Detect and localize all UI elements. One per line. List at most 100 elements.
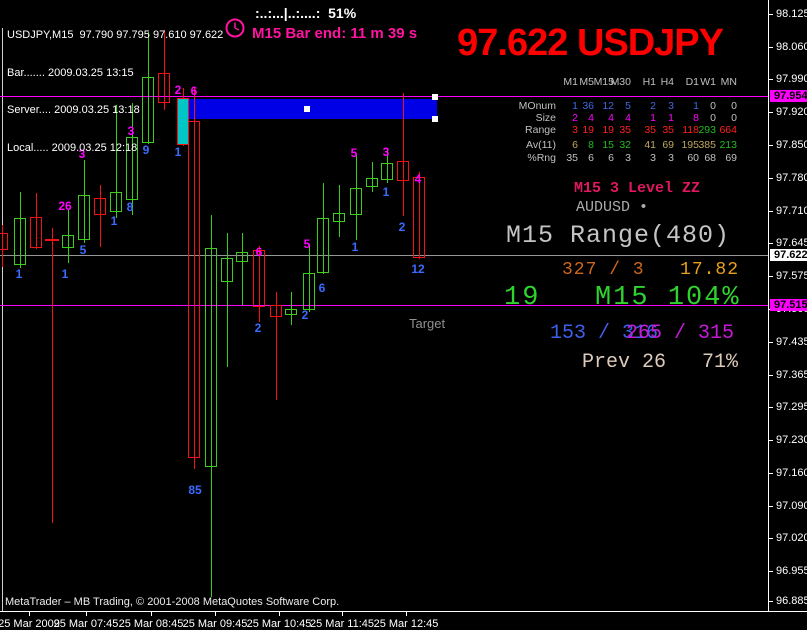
local-time-line: Local..... 2009.03.25 12:18	[7, 141, 138, 154]
rectangle-selection-handle[interactable]	[432, 94, 438, 100]
range-stats-line: 327 / 3 17.82	[562, 260, 739, 280]
price-tick-mark	[769, 375, 773, 376]
matrix-value: 19	[602, 124, 614, 136]
range-percent-line: 19 M15 104%	[504, 283, 741, 313]
matrix-value: 32	[619, 139, 631, 151]
price-tick-label: 97.365	[776, 369, 807, 381]
candle-body	[366, 178, 378, 187]
price-tick-label: 97.020	[776, 532, 807, 544]
candle-wick	[259, 246, 260, 322]
matrix-value: 4	[588, 112, 594, 124]
vertical-line-object	[52, 228, 53, 523]
time-tick-label: 25 Mar 09:45	[182, 618, 248, 630]
price-level-badge: 97.515	[770, 299, 807, 311]
candle-body	[30, 217, 42, 248]
candle-count-label: 3	[78, 147, 86, 161]
matrix-column-header: H4	[660, 76, 674, 88]
matrix-value: 8	[693, 112, 699, 124]
price-tick-label: 96.885	[776, 595, 807, 607]
price-tick-label: 97.230	[776, 434, 807, 446]
chart-area[interactable]: 1 26 1 3 5 1 3 8 9 2 1 6 85 6 2 5 2 6 5 1 3 1 2 4 12 USDJPY,M15 …	[0, 0, 768, 611]
candle-body	[333, 213, 345, 222]
candle-count-label: 8	[126, 200, 134, 214]
matrix-row-label: Av(11)	[526, 139, 556, 151]
candle-body	[94, 198, 106, 215]
candle-wick	[100, 185, 101, 247]
candle-body	[413, 177, 425, 258]
rectangle-selection-handle[interactable]	[432, 116, 438, 122]
candle-wick	[323, 183, 324, 274]
price-tick-mark	[769, 276, 773, 277]
matrix-value: 0	[731, 100, 737, 112]
candle-wick	[387, 150, 388, 183]
price-tick-mark	[769, 407, 773, 408]
time-axis[interactable]: 25 Mar 2009 25 Mar 07:45 25 Mar 08:45 25 Ma…	[0, 611, 807, 630]
matrix-row-label: MOnum	[518, 100, 556, 112]
matrix-value: 41	[644, 139, 656, 151]
matrix-value: 2	[572, 112, 578, 124]
candle-body	[142, 77, 154, 143]
price-tick-mark	[769, 145, 773, 146]
matrix-value: 118	[682, 124, 699, 136]
symbol-ohlc-line: USDJPY,M15 97.790 97.795 97.610 97.622	[7, 29, 224, 41]
price-tick-mark	[769, 342, 773, 343]
price-tick-mark	[769, 538, 773, 539]
bar-progress-text: :..:...|..:....: 51%	[255, 5, 357, 21]
time-tick-mark	[406, 612, 407, 616]
candle-wick	[2, 225, 3, 267]
trend-rectangle-object[interactable]	[184, 99, 437, 119]
matrix-value: 2	[650, 100, 656, 112]
candle-body	[381, 163, 393, 180]
candle-wick	[148, 32, 149, 144]
candle-body	[253, 250, 265, 307]
matrix-value: 69	[725, 152, 737, 164]
time-tick-mark	[29, 612, 30, 616]
candle-count-label: 1	[15, 267, 23, 281]
matrix-value: 36	[582, 100, 594, 112]
candle-count-label: 1	[351, 240, 359, 254]
price-tick-mark	[769, 112, 773, 113]
matrix-column-header: M15	[593, 76, 614, 88]
candle-count-label: 9	[142, 143, 150, 157]
price-tick-mark	[769, 440, 773, 441]
matrix-value: 1	[572, 100, 578, 112]
candle-body	[78, 195, 90, 240]
price-tick-mark	[769, 211, 773, 212]
price-tick-label: 97.920	[776, 106, 807, 118]
candle-count-label: 2	[174, 83, 182, 97]
rectangle-selection-handle[interactable]	[304, 106, 310, 112]
candle-count-label: 2	[301, 308, 309, 322]
time-tick-mark	[279, 612, 280, 616]
candle-body	[303, 273, 315, 310]
candle-count-label: 6	[318, 281, 326, 295]
price-tick-label: 97.850	[776, 139, 807, 151]
matrix-value: 8	[588, 139, 594, 151]
candle-count-label: 3	[127, 124, 135, 138]
copyright-notice: MetaTrader – MB Trading, © 2001-2008 Met…	[5, 596, 340, 608]
candle-body	[397, 161, 409, 181]
matrix-value: 385	[698, 139, 716, 151]
price-tick-mark	[769, 47, 773, 48]
candle-wick	[356, 155, 357, 240]
matrix-value: 664	[719, 124, 737, 136]
matrix-column-header: M5	[579, 76, 594, 88]
matrix-value: 293	[698, 124, 716, 136]
matrix-value: 1	[668, 112, 674, 124]
price-tick-label: 97.645	[776, 237, 807, 249]
horizontal-level-line[interactable]	[0, 305, 768, 306]
candle-count-label: 1	[174, 145, 182, 159]
horizontal-level-line[interactable]	[0, 96, 768, 97]
symbol-watch-label: AUDUSD •	[576, 199, 649, 216]
horizontal-level-line[interactable]	[0, 255, 768, 256]
matrix-column-header: M1	[563, 76, 578, 88]
price-tick-mark	[769, 79, 773, 80]
candle-wick	[211, 215, 212, 597]
target-label: Target	[409, 316, 446, 331]
chart-left-border	[2, 28, 3, 611]
price-tick-label: 97.435	[776, 336, 807, 348]
candle-count-label: 5	[79, 243, 87, 257]
price-axis[interactable]: 98.125 98.060 97.990 97.920 97.850 97.780 97.7…	[768, 0, 807, 611]
candle-body	[221, 258, 233, 282]
matrix-value: 0	[710, 112, 716, 124]
